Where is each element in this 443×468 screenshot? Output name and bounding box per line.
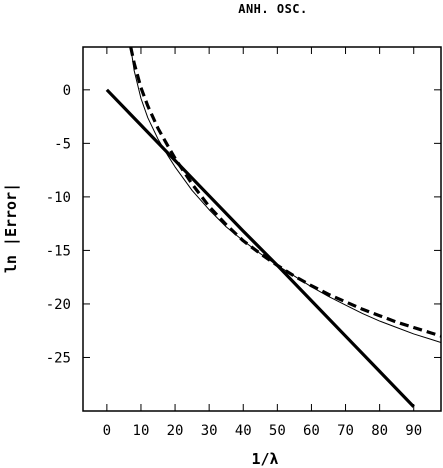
series-layer xyxy=(105,47,441,408)
series-line-thin-solid xyxy=(130,47,441,343)
x-tick-label: 90 xyxy=(405,423,422,439)
x-tick-label: 60 xyxy=(303,423,320,439)
y-tick-label: -20 xyxy=(46,297,71,313)
y-tick-label: -10 xyxy=(46,190,71,206)
x-tick-label: 40 xyxy=(235,423,252,439)
y-tick-label: -25 xyxy=(46,350,71,366)
y-axis-label: ln |Error| xyxy=(2,183,21,273)
series-line-dashed xyxy=(129,47,441,338)
chart-title: ANH. OSC. xyxy=(238,2,308,16)
x-axis: 0 10 20 30 40 50 60 70 80 90 xyxy=(103,47,422,439)
x-tick-label: 0 xyxy=(103,423,111,439)
x-tick-label: 70 xyxy=(337,423,354,439)
y-tick-label: -5 xyxy=(54,136,71,152)
x-axis-label: 1/λ xyxy=(251,450,278,468)
x-tick-label: 80 xyxy=(371,423,388,439)
x-tick-label: 30 xyxy=(201,423,218,439)
y-tick-label: -15 xyxy=(46,243,71,259)
y-axis: 0 -5 -10 -15 -20 -25 xyxy=(46,83,441,366)
x-tick-label: 20 xyxy=(167,423,184,439)
series-line-thick-solid xyxy=(105,88,415,408)
x-tick-label: 10 xyxy=(133,423,150,439)
plot-frame xyxy=(82,46,442,412)
y-tick-label: 0 xyxy=(63,83,71,99)
x-tick-label: 50 xyxy=(269,423,286,439)
